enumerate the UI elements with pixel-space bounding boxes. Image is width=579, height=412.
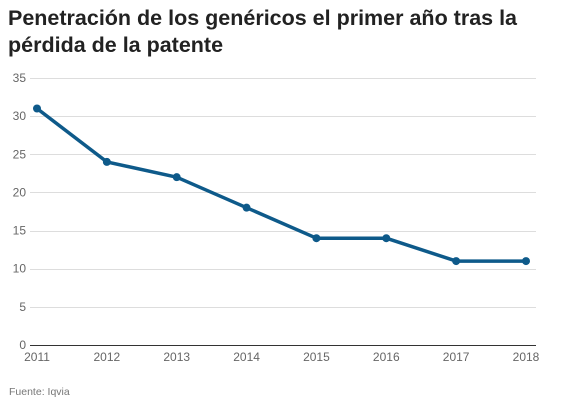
y-tick-label: 15 bbox=[13, 224, 27, 238]
data-point bbox=[522, 257, 530, 266]
source-note: Fuente: Iqvia bbox=[9, 386, 70, 398]
y-tick-label: 25 bbox=[13, 147, 27, 161]
gridlines bbox=[30, 78, 536, 346]
data-point bbox=[242, 203, 251, 212]
x-tick-label: 2016 bbox=[373, 350, 400, 364]
x-tick-label: 2012 bbox=[94, 350, 121, 364]
data-point bbox=[172, 173, 181, 182]
data-point bbox=[382, 234, 391, 243]
x-tick-label: 2018 bbox=[513, 350, 540, 364]
chart-title: Penetración de los genéricos el primer a… bbox=[8, 6, 518, 57]
y-tick-label: 35 bbox=[13, 71, 27, 85]
y-tick-label: 0 bbox=[19, 338, 26, 352]
series-line bbox=[35, 106, 528, 263]
x-tick-label: 2013 bbox=[163, 350, 190, 364]
series-line-path bbox=[35, 106, 528, 263]
y-tick-label: 20 bbox=[13, 185, 27, 199]
y-axis-ticks: 0 5 10 15 20 25 30 35 bbox=[13, 71, 27, 352]
x-axis-ticks: 2011 2012 2013 2014 2015 2016 2017 2018 bbox=[24, 350, 540, 364]
series-points bbox=[33, 104, 530, 266]
data-point bbox=[452, 257, 461, 266]
data-point bbox=[33, 104, 41, 113]
x-tick-label: 2015 bbox=[303, 350, 330, 364]
data-point bbox=[102, 157, 111, 166]
x-tick-label: 2014 bbox=[233, 350, 260, 364]
x-tick-label: 2011 bbox=[24, 350, 50, 364]
data-point bbox=[312, 234, 321, 243]
x-tick-label: 2017 bbox=[443, 350, 470, 364]
y-tick-label: 30 bbox=[13, 109, 27, 123]
y-tick-label: 10 bbox=[13, 262, 27, 276]
y-tick-label: 5 bbox=[19, 300, 26, 314]
